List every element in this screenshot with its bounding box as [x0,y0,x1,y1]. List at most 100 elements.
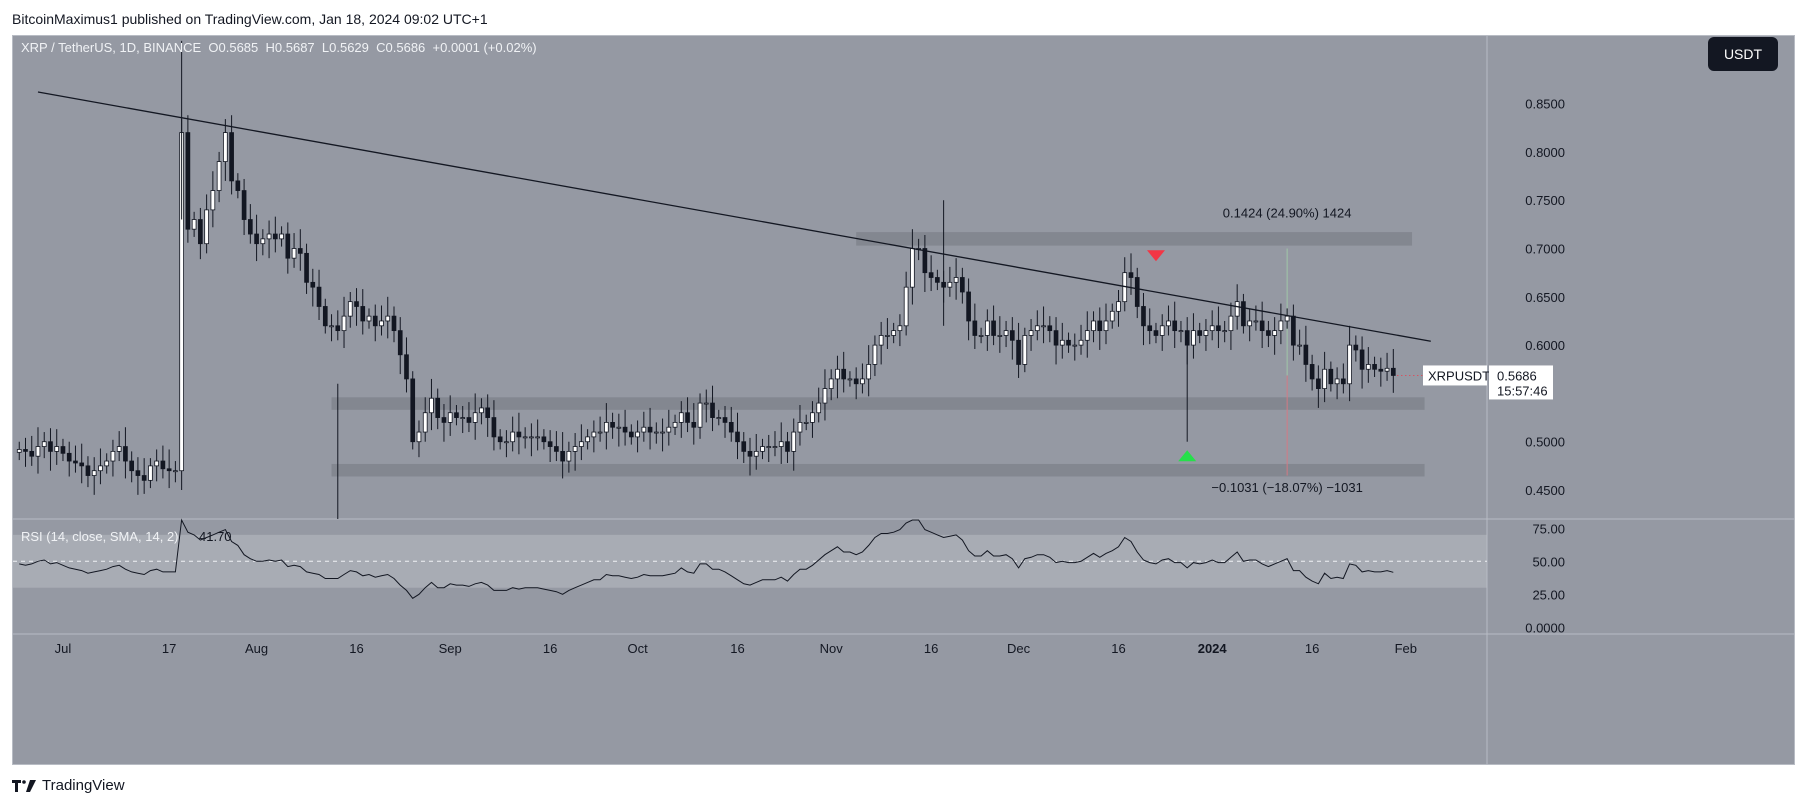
candle [260,238,266,245]
candle [1278,320,1284,332]
candle [710,402,715,418]
price-chart[interactable]: 0.1424 (24.90%) 1424 −0.1031 (−18.07%) −1… [13,36,1794,764]
candle [116,446,122,452]
currency-button[interactable]: USDT [1708,37,1778,71]
candle [404,354,409,380]
candle [622,426,628,433]
candle [878,335,884,346]
x-tick-label: 16 [1305,641,1319,656]
candle [41,441,47,447]
y-tick-label: 0.7000 [1525,242,1565,257]
candle [960,277,965,293]
candle [866,364,872,380]
candle [672,421,678,428]
candle [560,450,565,462]
candle [135,470,141,476]
y-tick-label: 0.8000 [1525,145,1565,160]
candle [1378,368,1384,372]
candle [1316,378,1321,389]
candle [441,417,447,423]
x-tick-label: 16 [349,641,363,656]
candle [785,441,790,452]
y-tick-label: 0.4500 [1525,483,1565,498]
candle [410,378,416,443]
measure-up-label: 0.1424 (24.90%) 1424 [1223,205,1352,220]
candle [297,248,303,254]
candle [728,421,734,433]
candle [897,325,903,332]
candle [1384,367,1390,372]
candle [123,446,128,462]
candle [803,421,809,424]
y-tick-label: 0.6500 [1525,290,1565,305]
chart-panel[interactable]: 0.1424 (24.90%) 1424 −0.1031 (−18.07%) −1… [12,35,1795,765]
candle [366,315,372,322]
candle [1328,368,1334,385]
candle [635,431,640,438]
candle [347,301,353,317]
candle [422,412,428,433]
candle [329,325,334,328]
candle [54,446,60,452]
candle [691,421,697,428]
candle [847,378,853,381]
candle [604,421,609,433]
candle [285,233,291,259]
red-marker [1146,250,1165,262]
candle [1041,325,1046,328]
candle [735,431,740,443]
candle [66,452,72,462]
candle [891,330,896,336]
candle [741,441,747,452]
candle [1059,339,1065,346]
candle [1141,306,1146,327]
candle [191,219,197,230]
x-tick-label: Oct [627,641,648,656]
candle [391,315,397,332]
horizontal-zone [331,397,1425,410]
candle [628,431,634,438]
candle [747,450,753,457]
rsi-legend: RSI (14, close, SMA, 14, 2) [21,529,179,544]
candle [1291,315,1296,346]
candle [972,320,978,336]
candle [810,412,815,423]
candle [98,465,103,472]
candle [953,277,959,283]
x-tick-label: 2024 [1198,641,1228,656]
candle [141,475,147,481]
ohlc-low: 0.5629 [329,40,376,55]
candle [1209,325,1215,332]
candle [1078,339,1084,346]
candle [841,368,847,380]
candle [585,436,590,443]
candle [797,421,803,433]
x-tick-label: Aug [245,641,268,656]
candle [1372,364,1377,370]
candle [554,446,559,452]
candle [685,412,690,423]
rsi-line [19,518,1394,599]
candle [1259,320,1265,332]
candle [697,402,703,428]
candle [1109,310,1115,322]
candle [1284,315,1290,322]
candle [60,446,66,454]
candle [447,412,453,423]
candle [997,335,1003,337]
candle [653,431,659,434]
x-tick-label: 16 [543,641,557,656]
candle [885,335,890,337]
ohlc-label: L [322,40,329,55]
candle [572,446,578,452]
candle [822,388,828,404]
candle [1197,330,1203,336]
candle [1028,330,1034,336]
rsi-tick-label: 50.00 [1532,554,1565,569]
candle [778,441,784,447]
measure-down-label: −0.1031 (−18.07%) −1031 [1211,480,1362,495]
publisher-line: BitcoinMaximus1 published on TradingView… [12,11,488,27]
candle [1334,378,1340,385]
tradingview-logo[interactable]: TradingView [12,777,125,794]
candle [48,441,53,452]
